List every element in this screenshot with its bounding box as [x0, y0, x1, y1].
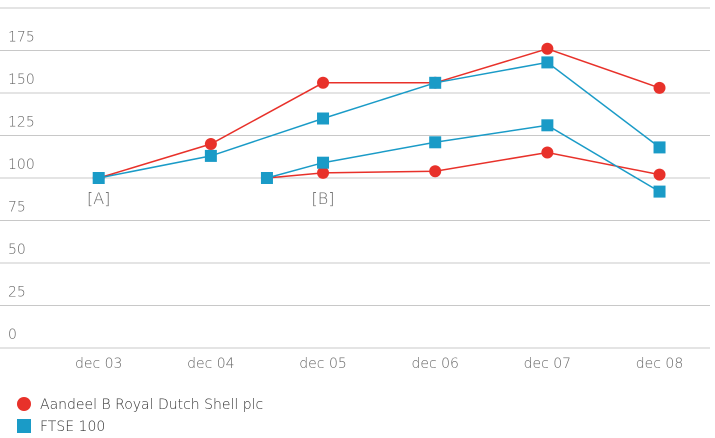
x-tick-label: dec 06: [411, 356, 458, 372]
point: [317, 112, 330, 125]
y-tick-label: 200: [8, 0, 35, 3]
y-tick-label: 175: [8, 30, 35, 46]
x-tick-label: dec 03: [75, 356, 122, 372]
legend-label: FTSE 100: [40, 419, 105, 434]
series-line: [98, 48, 660, 179]
legend-marker: [17, 419, 31, 433]
point: [541, 119, 554, 132]
y-tick-label: 125: [8, 115, 35, 131]
y-tick-label: 75: [8, 200, 26, 216]
y-tick-label: 25: [8, 285, 26, 301]
point: [260, 172, 273, 184]
y-tick-label: 150: [8, 72, 35, 88]
point: [653, 168, 666, 181]
y-tick-label: 100: [8, 157, 35, 173]
x-tick-label: dec 07: [524, 356, 571, 372]
legend-marker: [17, 397, 31, 411]
y-tick-label: 0: [8, 327, 17, 343]
legend-label: Aandeel B Royal Dutch Shell plc: [40, 397, 263, 413]
point: [429, 165, 442, 178]
point: [653, 185, 666, 198]
point: [429, 76, 442, 89]
point: [92, 172, 105, 184]
point: [204, 149, 217, 162]
point: [653, 141, 666, 154]
point: [653, 81, 666, 94]
x-tick-label: dec 04: [187, 356, 234, 372]
x-tick-label: dec 05: [299, 356, 346, 372]
point: [541, 56, 554, 69]
series-line: [98, 61, 660, 179]
point: [317, 156, 330, 169]
point: [317, 166, 330, 179]
point: [541, 146, 554, 159]
point: [541, 42, 554, 55]
annotation: [B]: [312, 189, 335, 208]
y-tick-label: 50: [8, 242, 26, 258]
x-tick-label: dec 08: [636, 356, 683, 372]
point: [429, 136, 442, 149]
point: [204, 138, 217, 150]
point: [317, 76, 330, 89]
annotation: [A]: [87, 189, 110, 208]
